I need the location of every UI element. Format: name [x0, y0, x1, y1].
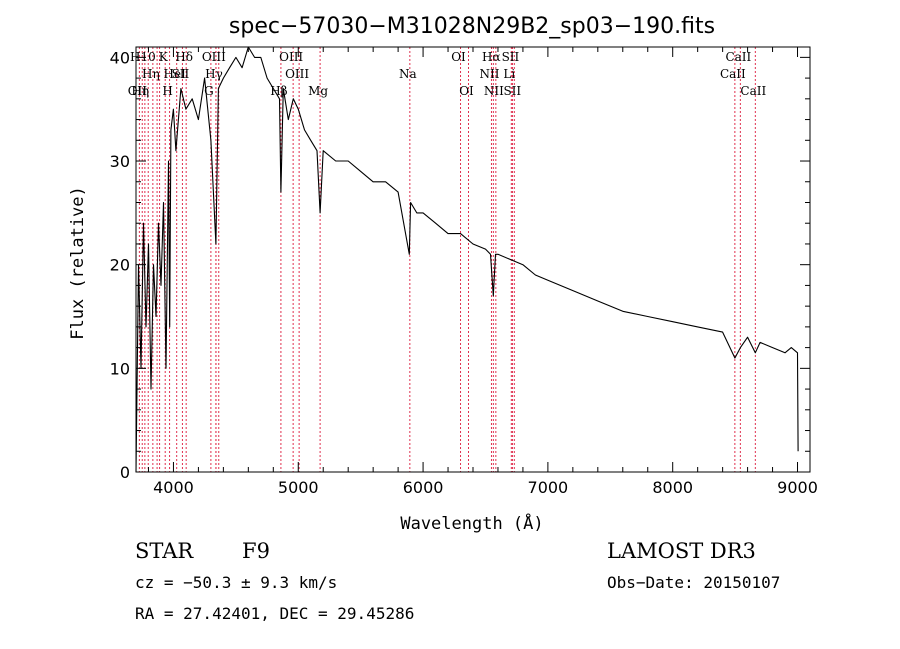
line-mark-label-24: Hα	[482, 50, 501, 64]
redshift-text: cz = −50.3 ± 9.3 km/s	[135, 573, 338, 592]
line-mark-label-23: NII	[479, 67, 499, 81]
x-tick-label-7000: 7000	[528, 478, 569, 497]
line-mark-label-20: Na	[399, 67, 417, 81]
y-tick-label-0: 0	[120, 463, 130, 482]
x-tick-label-8000: 8000	[652, 478, 693, 497]
series-line-flux	[135, 46, 799, 473]
line-mark-label-21: OI	[451, 50, 466, 64]
x-tick-label-5000: 5000	[278, 478, 319, 497]
line-mark-label-29: CaII	[720, 67, 746, 81]
x-axis-label: Wavelength (Å)	[400, 512, 543, 534]
line-mark-label-28: SII	[503, 84, 521, 98]
line-mark-label-27: SII	[502, 50, 520, 64]
survey-label: LAMOST DR3	[607, 539, 756, 563]
object-class: STAR	[135, 539, 194, 563]
line-mark-label-17: OIII	[279, 50, 303, 64]
line-mark-label-2: H10	[130, 50, 156, 64]
y-tick-label-30: 30	[110, 152, 130, 171]
series-layer	[135, 46, 799, 473]
line-mark-label-30: CaII	[725, 50, 751, 64]
line-mark-label-0: OII	[128, 84, 148, 98]
y-tick-label-10: 10	[110, 359, 130, 378]
line-labels: OIIHηH10HηKHHeISIIHδGOIIIHγHβOIIIOIIIMgN…	[128, 50, 767, 98]
line-mark-label-9: HeI	[164, 67, 187, 81]
x-tick-label-9000: 9000	[777, 478, 818, 497]
x-tick-label-6000: 6000	[403, 478, 444, 497]
line-mark-label-19: Mg	[308, 84, 328, 98]
coordinates: RA = 27.42401, DEC = 29.45286	[135, 604, 415, 623]
y-axis-label: Flux (relative)	[68, 186, 88, 340]
object-subclass: F9	[242, 539, 270, 563]
line-mark-label-7: K	[159, 50, 169, 64]
line-mark-label-4: Hη	[142, 67, 160, 81]
line-mark-label-12: G	[204, 84, 214, 98]
line-mark-label-8: H	[162, 84, 172, 98]
line-mark-label-14: Hγ	[205, 67, 223, 81]
line-mark-label-16: Hβ	[270, 84, 287, 98]
y-tick-label-40: 40	[110, 48, 130, 67]
line-mark-label-18: OIII	[285, 67, 309, 81]
line-mark-label-22: OI	[459, 84, 474, 98]
axes: 4000 5000 6000 7000 8000 9000 0 10 20 30 40	[110, 46, 818, 497]
line-mark-label-10: SII	[172, 67, 190, 81]
x-tick-label-4000: 4000	[153, 478, 194, 497]
line-marks	[138, 47, 756, 472]
line-mark-label-11: Hδ	[175, 50, 193, 64]
obs-date: Obs−Date: 20150107	[607, 573, 781, 592]
plot-frame	[135, 46, 811, 473]
chart-title: spec−57030−M31028N29B2_sp03−190.fits	[229, 14, 715, 39]
line-mark-label-31: CaII	[740, 84, 766, 98]
line-mark-label-26: Li	[503, 67, 515, 81]
line-mark-label-1: Hη	[131, 84, 149, 98]
line-mark-label-25: NII	[484, 84, 504, 98]
line-mark-label-13: OIII	[202, 50, 226, 64]
y-tick-label-20: 20	[110, 256, 130, 275]
